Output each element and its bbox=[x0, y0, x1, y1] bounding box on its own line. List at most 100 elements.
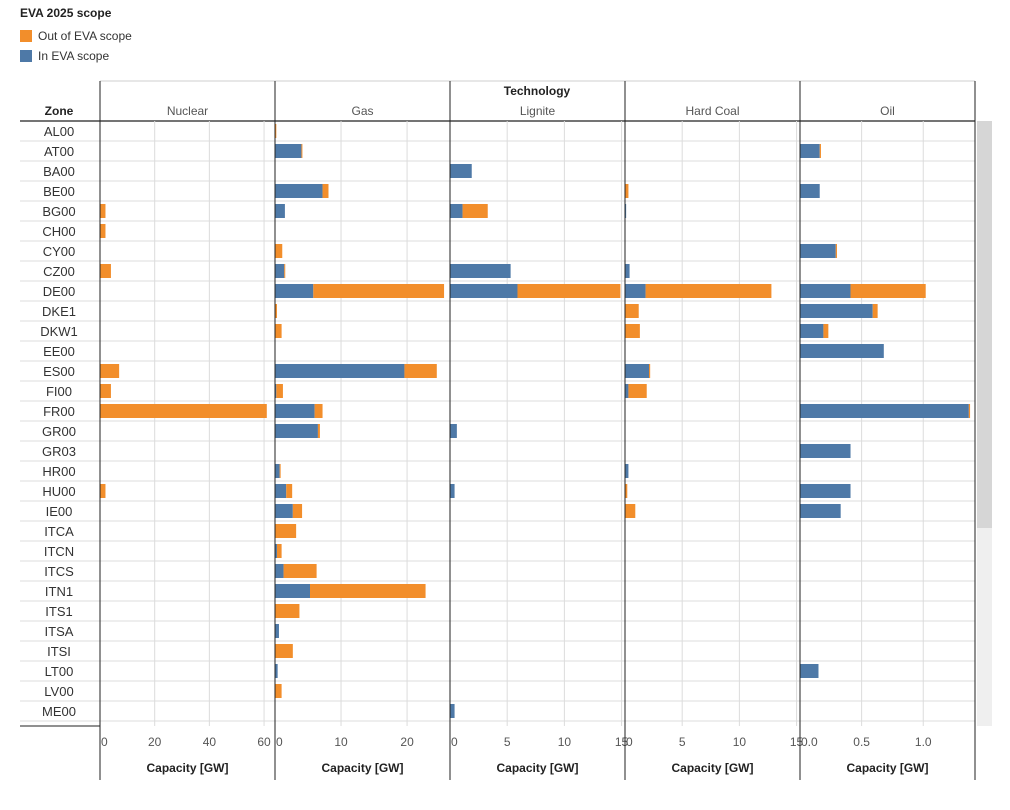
axis-label-hard-coal: Capacity [GW] bbox=[671, 761, 753, 775]
bar-hard-coal-de00-in-scope bbox=[625, 284, 646, 298]
bar-hard-coal-dkw1-out-of-scope bbox=[625, 324, 640, 338]
bar-gas-fi00-out-of-scope bbox=[276, 384, 283, 398]
bar-gas-al00-out-of-scope bbox=[275, 124, 277, 138]
bar-gas-lv00-out-of-scope bbox=[275, 684, 282, 698]
bar-nuclear-hu00-out-of-scope bbox=[100, 484, 106, 498]
scrollbar-thumb[interactable] bbox=[977, 121, 992, 528]
bar-oil-at00-in-scope bbox=[800, 144, 820, 158]
tick-label-nuclear: 40 bbox=[203, 735, 217, 749]
bar-gas-ie00-out-of-scope bbox=[292, 504, 303, 518]
tick-label-nuclear: 0 bbox=[101, 735, 108, 749]
tick-label-gas: 0 bbox=[276, 735, 283, 749]
zone-label: ITCN bbox=[44, 544, 74, 559]
bar-lignite-bg00-out-of-scope bbox=[462, 204, 488, 218]
bar-nuclear-ch00-out-of-scope bbox=[100, 224, 106, 238]
bar-oil-fr00-in-scope bbox=[800, 404, 969, 418]
bar-oil-lt00-in-scope bbox=[800, 664, 819, 678]
bar-gas-es00-out-of-scope bbox=[404, 364, 437, 378]
bar-gas-itcn-in-scope bbox=[275, 544, 277, 558]
bar-hard-coal-bg00-in-scope bbox=[625, 204, 627, 218]
bar-hard-coal-hr00-in-scope bbox=[625, 464, 629, 478]
bar-lignite-ba00-in-scope bbox=[450, 164, 472, 178]
bar-oil-de00-out-of-scope bbox=[850, 284, 926, 298]
bar-oil-ee00-in-scope bbox=[800, 344, 884, 358]
legend-swatch-in-scope bbox=[20, 50, 32, 62]
bar-nuclear-fi00-out-of-scope bbox=[100, 384, 111, 398]
bar-hard-coal-fi00-in-scope bbox=[625, 384, 629, 398]
tick-label-hard-coal: 0 bbox=[626, 735, 633, 749]
bar-lignite-cz00-in-scope bbox=[450, 264, 511, 278]
technology-header: Technology bbox=[504, 84, 571, 98]
bar-gas-es00-in-scope bbox=[275, 364, 405, 378]
bar-gas-itca-out-of-scope bbox=[275, 524, 297, 538]
tick-label-oil: 0.5 bbox=[853, 735, 870, 749]
legend-item-out-of-scope[interactable]: Out of EVA scope bbox=[20, 26, 132, 46]
zone-label: CY00 bbox=[43, 244, 76, 259]
zone-label: FR00 bbox=[43, 404, 75, 419]
bar-oil-cy00-out-of-scope bbox=[835, 244, 837, 258]
zone-header: Zone bbox=[45, 104, 74, 118]
zone-label: HU00 bbox=[42, 484, 75, 499]
bar-oil-gr03-in-scope bbox=[800, 444, 851, 458]
zone-label: ITCA bbox=[44, 524, 74, 539]
bar-gas-itn1-in-scope bbox=[275, 584, 310, 598]
legend-swatch-out-of-scope bbox=[20, 30, 32, 42]
legend-label-out-of-scope: Out of EVA scope bbox=[38, 29, 132, 43]
axis-label-nuclear: Capacity [GW] bbox=[146, 761, 228, 775]
bar-gas-hr00-out-of-scope bbox=[279, 464, 281, 478]
bar-gas-dkw1-out-of-scope bbox=[275, 324, 282, 338]
bar-oil-dkw1-in-scope bbox=[800, 324, 824, 338]
axis-label-oil: Capacity [GW] bbox=[846, 761, 928, 775]
bar-gas-fr00-in-scope bbox=[275, 404, 315, 418]
bar-hard-coal-fi00-out-of-scope bbox=[628, 384, 647, 398]
axis-label-lignite: Capacity [GW] bbox=[496, 761, 578, 775]
panel-header-lignite: Lignite bbox=[520, 104, 556, 118]
bar-nuclear-fr00-out-of-scope bbox=[100, 404, 267, 418]
zone-label: BE00 bbox=[43, 184, 75, 199]
bar-gas-lt00-in-scope bbox=[275, 664, 278, 678]
tick-label-oil: 0.0 bbox=[801, 735, 818, 749]
zone-label: ITN1 bbox=[45, 584, 73, 599]
bar-gas-cz00-in-scope bbox=[275, 264, 285, 278]
zone-label: HR00 bbox=[42, 464, 75, 479]
zone-label: ITS1 bbox=[45, 604, 72, 619]
bar-oil-fr00-out-of-scope bbox=[968, 404, 971, 418]
tick-label-oil: 1.0 bbox=[915, 735, 932, 749]
bar-gas-itsi-out-of-scope bbox=[275, 644, 293, 658]
bar-oil-dke1-in-scope bbox=[800, 304, 873, 318]
bar-gas-de00-in-scope bbox=[275, 284, 314, 298]
tick-label-nuclear: 60 bbox=[257, 735, 271, 749]
vertical-scrollbar[interactable] bbox=[977, 121, 992, 726]
bar-lignite-hu00-in-scope bbox=[450, 484, 455, 498]
zone-label: CZ00 bbox=[43, 264, 75, 279]
bar-nuclear-es00-out-of-scope bbox=[100, 364, 120, 378]
legend-item-in-scope[interactable]: In EVA scope bbox=[20, 46, 132, 66]
bar-oil-at00-out-of-scope bbox=[819, 144, 821, 158]
bar-gas-gr00-out-of-scope bbox=[317, 424, 320, 438]
zone-label: DKE1 bbox=[42, 304, 76, 319]
legend-title: EVA 2025 scope bbox=[20, 6, 112, 20]
axis-label-gas: Capacity [GW] bbox=[321, 761, 403, 775]
bar-oil-cy00-in-scope bbox=[800, 244, 836, 258]
bar-nuclear-cz00-out-of-scope bbox=[100, 264, 111, 278]
bar-gas-de00-out-of-scope bbox=[313, 284, 445, 298]
zone-label: CH00 bbox=[42, 224, 75, 239]
zone-label: BG00 bbox=[42, 204, 75, 219]
bar-gas-dke1-out-of-scope bbox=[275, 304, 277, 318]
tick-label-hard-coal: 10 bbox=[733, 735, 747, 749]
legend-label-in-scope: In EVA scope bbox=[38, 49, 110, 63]
bar-hard-coal-de00-out-of-scope bbox=[645, 284, 772, 298]
bar-gas-at00-in-scope bbox=[275, 144, 302, 158]
tick-label-gas: 20 bbox=[400, 735, 414, 749]
bar-gas-ie00-in-scope bbox=[275, 504, 293, 518]
tick-label-nuclear: 20 bbox=[148, 735, 162, 749]
tick-label-lignite: 5 bbox=[504, 735, 511, 749]
tick-label-lignite: 0 bbox=[451, 735, 458, 749]
tick-label-gas: 10 bbox=[334, 735, 348, 749]
bar-gas-itcn-out-of-scope bbox=[276, 544, 282, 558]
zone-label: IE00 bbox=[46, 504, 73, 519]
bar-gas-be00-in-scope bbox=[275, 184, 323, 198]
zone-label: ME00 bbox=[42, 704, 76, 719]
zone-label: AT00 bbox=[44, 144, 74, 159]
bar-gas-hu00-in-scope bbox=[275, 484, 287, 498]
